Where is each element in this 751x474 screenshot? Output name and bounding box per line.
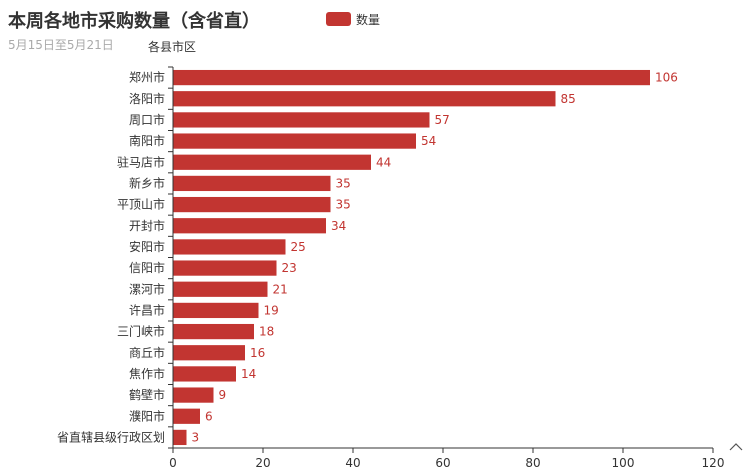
category-label: 信阳市 (129, 260, 165, 275)
x-tick-label: 120 (702, 456, 725, 470)
category-label: 许昌市 (129, 302, 165, 317)
data-label: 3 (192, 430, 200, 444)
category-label: 漯河市 (129, 281, 165, 296)
x-tick-label: 100 (612, 456, 635, 470)
data-label: 14 (241, 367, 256, 381)
category-label: 安阳市 (129, 239, 165, 254)
chart-title: 本周各地市采购数量（含省直） (8, 10, 260, 32)
data-label: 21 (273, 282, 288, 296)
x-tick-label: 80 (525, 456, 540, 470)
x-tick-label: 60 (435, 456, 450, 470)
legend[interactable]: 数量 (326, 12, 380, 27)
x-tick-label: 40 (345, 456, 360, 470)
x-tick-label: 0 (169, 456, 177, 470)
bar[interactable] (173, 196, 331, 213)
data-label: 34 (331, 219, 346, 233)
axes: 0 20 40 60 80 100 120 (168, 66, 725, 470)
category-label: 驻马店市 (117, 154, 165, 169)
bar[interactable] (173, 239, 286, 255)
bar[interactable] (173, 218, 327, 234)
category-label: 周口市 (129, 112, 165, 127)
category-label: 三门峡市 (117, 324, 165, 339)
bar[interactable] (173, 112, 430, 128)
bars: 郑州市 106 洛阳市 85 周口市 57 南阳市 54 驻马店市 44 新乡市 35 平顶山市 35 开封… (57, 69, 678, 446)
bar[interactable] (173, 133, 417, 149)
bar[interactable] (173, 345, 246, 361)
data-label: 23 (282, 261, 297, 275)
axis-arrow-icon (729, 443, 743, 451)
category-label: 省直辖县级行政区划 (57, 429, 165, 444)
data-label: 35 (336, 176, 351, 190)
category-label: 鹤壁市 (129, 387, 165, 402)
data-label: 35 (336, 198, 351, 212)
category-label: 濮阳市 (129, 408, 165, 423)
category-label: 新乡市 (129, 175, 165, 190)
bar[interactable] (173, 154, 372, 170)
category-label: 焦作市 (129, 366, 165, 381)
bar[interactable] (173, 260, 277, 276)
bar[interactable] (173, 302, 259, 319)
legend-label[interactable]: 数量 (356, 12, 380, 27)
category-label: 平顶山市 (117, 197, 165, 212)
data-label: 9 (219, 388, 227, 402)
data-label: 25 (291, 240, 306, 254)
data-label: 19 (264, 303, 279, 317)
bar[interactable] (173, 408, 201, 424)
bar[interactable] (173, 91, 556, 107)
bar[interactable] (173, 281, 268, 297)
bar[interactable] (173, 69, 651, 86)
category-label: 郑州市 (129, 70, 165, 85)
category-label: 洛阳市 (129, 91, 165, 106)
legend-swatch[interactable] (326, 12, 351, 26)
bar[interactable] (173, 387, 214, 403)
data-label: 106 (655, 71, 678, 85)
bar[interactable] (173, 366, 237, 382)
bar[interactable] (173, 429, 187, 446)
data-label: 85 (561, 92, 576, 106)
bar[interactable] (173, 175, 331, 192)
data-label: 54 (421, 134, 436, 148)
data-label: 18 (259, 325, 274, 339)
data-label: 57 (435, 113, 450, 127)
category-label: 开封市 (129, 218, 165, 233)
category-label: 商丘市 (129, 345, 165, 360)
x-tick-label: 20 (255, 456, 270, 470)
category-label: 南阳市 (129, 133, 165, 148)
bar[interactable] (173, 323, 255, 340)
data-label: 44 (376, 155, 391, 169)
y-axis-name: 各县市区 (148, 39, 196, 54)
chart-subtitle: 5月15日至5月21日 (8, 38, 114, 52)
data-label: 6 (205, 409, 213, 423)
data-label: 16 (250, 346, 265, 360)
